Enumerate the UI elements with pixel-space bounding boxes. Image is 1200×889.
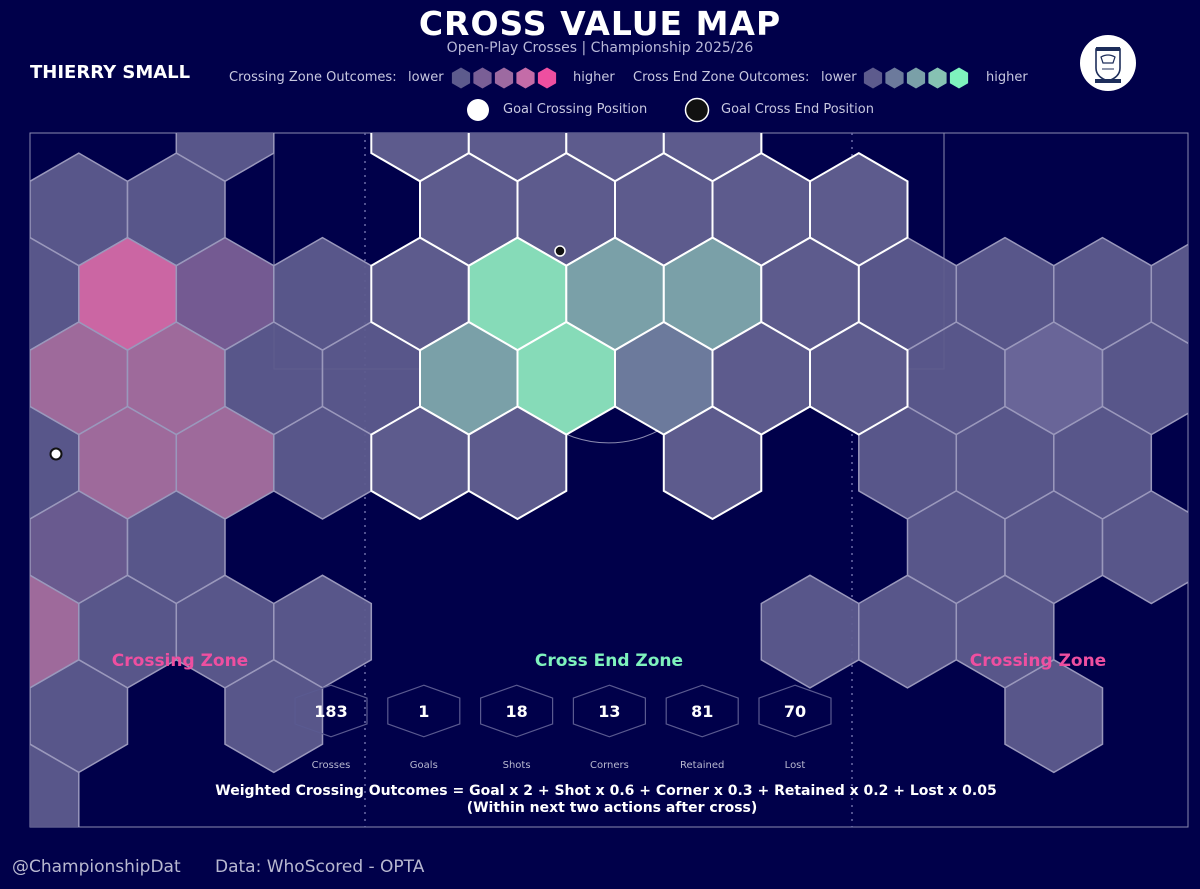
club-crest-icon <box>1080 35 1136 91</box>
stat-hex <box>480 684 554 738</box>
stat-hex <box>665 684 739 738</box>
hex-layer <box>30 133 1188 827</box>
cross-end-zone-hexes <box>370 133 909 521</box>
footer-handle: @ChampionshipDat <box>12 857 181 877</box>
crossing-zone-hex <box>1150 243 1188 345</box>
right-crossing-zone-label: Crossing Zone <box>970 651 1106 671</box>
chart-title: CROSS VALUE MAP <box>418 4 782 43</box>
zone-labels: Crossing Zone Cross End Zone Crossing Zo… <box>112 651 1106 671</box>
crossing-legend-lower: lower <box>408 70 444 85</box>
crossing-zone-hexes <box>30 133 1188 827</box>
cross-end-zone-hex <box>467 405 568 521</box>
goal-crossing-legend-dot <box>467 99 489 121</box>
stat-label: Crosses <box>312 760 351 771</box>
goal-crossing-position-marker <box>49 447 63 461</box>
stat-hex <box>387 684 461 738</box>
end-legend-swatch <box>885 67 904 89</box>
player-name: THIERRY SMALL <box>30 62 191 83</box>
crossing-zone-hex <box>30 743 80 827</box>
stats-row: 183 Crosses 1 Goals 18 Shots 13 Corners 81 Retain… <box>294 684 832 771</box>
crossing-legend-swatch <box>537 67 557 89</box>
goal-cross-end-position-marker <box>554 245 566 257</box>
stat-value: 13 <box>598 702 620 721</box>
end-legend-swatch <box>906 67 926 89</box>
stat-label: Goals <box>410 760 438 771</box>
cross-end-zone-label: Cross End Zone <box>535 651 683 671</box>
crossing-legend-label: Crossing Zone Outcomes: <box>229 70 397 85</box>
stat-value: 183 <box>314 702 347 721</box>
footer-source: Data: WhoScored - OPTA <box>215 857 425 877</box>
end-legend-label: Cross End Zone Outcomes: <box>633 70 810 85</box>
stat-hex <box>294 684 368 738</box>
crossing-legend-swatch <box>473 67 492 89</box>
stat-label: Shots <box>503 760 531 771</box>
stat-label: Retained <box>680 760 724 771</box>
end-legend-swatch <box>949 67 969 89</box>
stat-value: 70 <box>784 702 806 721</box>
crossing-legend-swatch <box>494 67 514 89</box>
end-legend-lower: lower <box>821 70 857 85</box>
stat-label: Corners <box>590 760 629 771</box>
formula-note: (Within next two actions after cross) <box>467 800 758 816</box>
chart-subtitle: Open-Play Crosses | Championship 2025/26 <box>446 40 754 56</box>
cross-end-zone-hex <box>809 320 909 436</box>
goal-end-position-label: Goal Cross End Position <box>721 102 874 117</box>
goal-cross-position-label: Goal Crossing Position <box>503 102 648 117</box>
legend-swatches <box>451 67 969 123</box>
end-legend-higher: higher <box>986 70 1028 85</box>
stat-value: 18 <box>505 702 527 721</box>
stat-value: 81 <box>691 702 713 721</box>
left-crossing-zone-label: Crossing Zone <box>112 651 248 671</box>
stat-hex <box>572 684 647 738</box>
crossing-zone-hex <box>1004 658 1104 774</box>
crossing-legend-swatch <box>516 67 535 89</box>
stat-hex <box>758 684 832 738</box>
formula-text: Weighted Crossing Outcomes = Goal x 2 + … <box>215 783 996 799</box>
end-legend-swatch <box>928 67 947 89</box>
stat-value: 1 <box>418 702 429 721</box>
end-legend-swatch <box>863 67 883 89</box>
crossing-zone-hex <box>760 574 860 689</box>
cross-end-zone-hex <box>662 405 763 521</box>
crossing-zone-hex <box>1101 490 1188 605</box>
crossing-legend-higher: higher <box>573 70 615 85</box>
goal-end-legend-dot <box>684 97 710 123</box>
stat-label: Lost <box>785 760 806 771</box>
crossing-legend-swatch <box>451 67 471 89</box>
